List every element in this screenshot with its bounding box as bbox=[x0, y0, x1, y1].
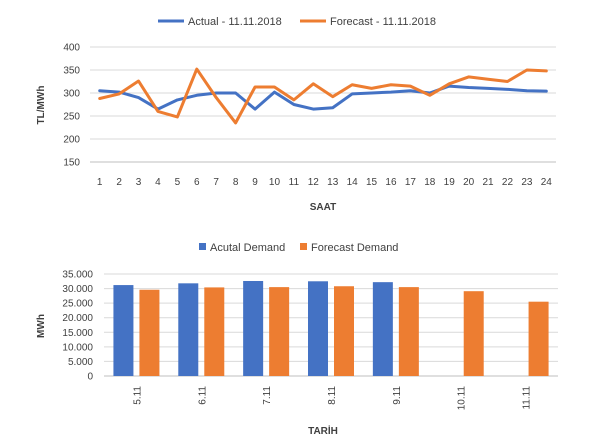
line-chart-legend: Actual - 11.11.2018 Forecast - 11.11.201… bbox=[158, 16, 436, 28]
y-tick-label: 20.000 bbox=[62, 313, 93, 324]
y-tick-label: 25.000 bbox=[62, 299, 93, 310]
x-tick-label: 3 bbox=[136, 177, 142, 188]
x-tick-label: 11 bbox=[289, 177, 300, 188]
x-tick-label: 17 bbox=[405, 177, 417, 188]
bar-forecast-demand bbox=[463, 291, 484, 376]
bar-actual-demand bbox=[178, 283, 199, 376]
legend-swatch-forecast-demand bbox=[300, 243, 307, 250]
y-tick-label: 350 bbox=[63, 66, 80, 77]
x-tick-label: 10 bbox=[269, 177, 281, 188]
x-tick-label: 11.11 bbox=[522, 386, 533, 410]
bar-chart-y-ticks: 0 5.000 10.000 15.000 20.000 25.000 30.000 35.0… bbox=[62, 270, 93, 383]
legend-swatch-actual-demand bbox=[199, 243, 206, 250]
bar-forecast-demand bbox=[528, 301, 549, 376]
line-chart-series bbox=[98, 67, 548, 125]
bar-chart-grid bbox=[104, 273, 558, 377]
y-tick-label: 150 bbox=[63, 158, 80, 169]
x-tick-label: 9.11 bbox=[392, 386, 403, 405]
x-tick-label: 13 bbox=[327, 177, 339, 188]
x-tick-label: 21 bbox=[482, 177, 494, 188]
bar-chart-bars bbox=[113, 280, 549, 376]
legend-label-forecast-demand: Forecast Demand bbox=[311, 242, 398, 254]
x-tick-label: 8 bbox=[233, 177, 239, 188]
x-tick-label: 7.11 bbox=[262, 386, 273, 405]
x-tick-label: 23 bbox=[521, 177, 533, 188]
y-tick-label: 35.000 bbox=[62, 270, 93, 281]
x-tick-label: 12 bbox=[308, 177, 320, 188]
bar-forecast-demand bbox=[204, 287, 225, 376]
y-tick-label: 250 bbox=[63, 112, 80, 123]
x-tick-label: 5.11 bbox=[132, 386, 143, 405]
x-tick-label: 9 bbox=[252, 177, 258, 188]
x-tick-label: 22 bbox=[502, 177, 514, 188]
legend-label-actual-demand: Acutal Demand bbox=[210, 242, 285, 254]
bar-chart-x-ticks: 5.11 6.11 7.11 8.11 9.11 10.11 11.11 bbox=[132, 386, 532, 411]
line-chart-grid bbox=[90, 46, 556, 163]
bar-chart-y-axis-title: MWh bbox=[36, 314, 47, 338]
x-tick-label: 5 bbox=[175, 177, 181, 188]
x-tick-label: 15 bbox=[366, 177, 378, 188]
x-tick-label: 1 bbox=[97, 177, 103, 188]
y-tick-label: 400 bbox=[63, 43, 80, 54]
y-tick-label: 200 bbox=[63, 135, 80, 146]
bar-forecast-demand bbox=[139, 289, 160, 376]
line-chart-y-axis-title: TL/MWh bbox=[36, 86, 47, 125]
x-tick-label: 7 bbox=[213, 177, 219, 188]
x-tick-label: 6 bbox=[194, 177, 200, 188]
line-chart-x-axis-title: SAAT bbox=[310, 202, 336, 213]
bar-chart: Acutal Demand Forecast Demand 0 5.000 10.0… bbox=[36, 242, 558, 437]
x-tick-label: 4 bbox=[155, 177, 161, 188]
line-chart: Actual - 11.11.2018 Forecast - 11.11.201… bbox=[36, 16, 556, 213]
y-tick-label: 15.000 bbox=[62, 328, 93, 339]
bar-actual-demand bbox=[372, 282, 393, 376]
x-tick-label: 2 bbox=[116, 177, 122, 188]
y-tick-label: 0 bbox=[87, 372, 93, 383]
x-tick-label: 6.11 bbox=[197, 386, 208, 405]
bar-actual-demand bbox=[243, 280, 264, 376]
bar-chart-legend: Acutal Demand Forecast Demand bbox=[199, 242, 398, 254]
y-tick-label: 30.000 bbox=[62, 284, 93, 295]
line-chart-y-ticks: 150 200 250 300 350 400 bbox=[63, 43, 80, 169]
legend-label-actual: Actual - 11.11.2018 bbox=[188, 16, 282, 28]
x-tick-label: 14 bbox=[347, 177, 359, 188]
bar-chart-x-axis-title: TARİH bbox=[308, 424, 338, 437]
bar-forecast-demand bbox=[398, 287, 419, 376]
bar-actual-demand bbox=[308, 281, 328, 376]
x-tick-label: 10.11 bbox=[457, 386, 468, 411]
y-tick-label: 300 bbox=[63, 89, 80, 100]
x-tick-label: 20 bbox=[463, 177, 475, 188]
line-chart-x-ticks: 1 2 3 4 5 6 7 8 9 10 11 12 13 14 15 16 17 18 19 20 21 22 23 24 bbox=[97, 177, 552, 188]
x-tick-label: 24 bbox=[541, 177, 553, 188]
series-line-forecast bbox=[98, 67, 548, 125]
legend-label-forecast: Forecast - 11.11.2018 bbox=[330, 16, 436, 28]
bar-actual-demand bbox=[113, 285, 134, 376]
x-tick-label: 8.11 bbox=[327, 386, 338, 405]
bar-forecast-demand bbox=[334, 286, 354, 376]
y-tick-label: 10.000 bbox=[62, 342, 93, 353]
x-tick-label: 16 bbox=[385, 177, 397, 188]
bar-forecast-demand bbox=[269, 287, 290, 376]
x-tick-label: 19 bbox=[444, 177, 456, 188]
y-tick-label: 5.000 bbox=[68, 357, 93, 368]
x-tick-label: 18 bbox=[424, 177, 436, 188]
series-line-actual bbox=[98, 84, 548, 111]
